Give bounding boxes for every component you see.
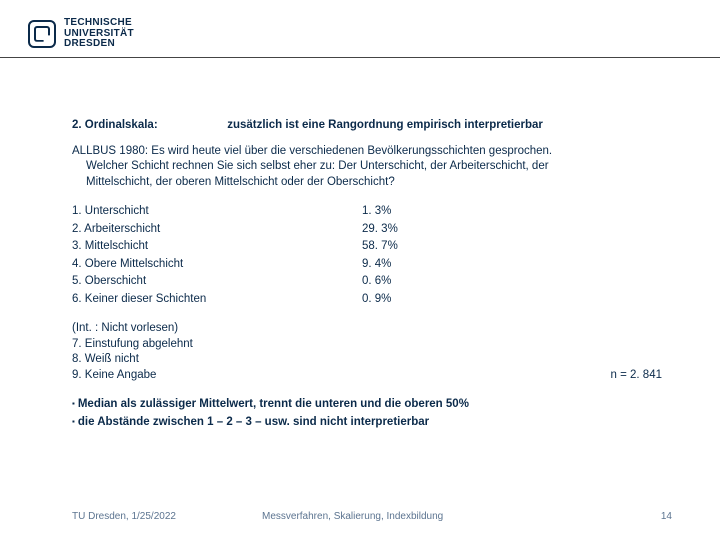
title-label: 2. Ordinalskala: (72, 118, 224, 134)
body-line-1: ALLBUS 1980: Es wird heute viel über die… (72, 145, 552, 157)
bullet-list: ▪Median als zulässiger Mittelwert, trenn… (72, 397, 672, 430)
note-line: 8. Weiß nicht (72, 352, 672, 368)
survey-label: 4. Obere Mittelschicht (72, 257, 362, 273)
note-line: (Int. : Nicht vorlesen) (72, 321, 672, 337)
page-number: 14 (661, 511, 672, 522)
bullet-icon: ▪ (72, 399, 75, 408)
question-text: ALLBUS 1980: Es wird heute viel über die… (72, 144, 672, 191)
note-row-with-n: 9. Keine Angabe n = 2. 841 (72, 368, 672, 384)
bullet-text: Median als zulässiger Mittelwert, trennt… (78, 398, 469, 410)
survey-label: 1. Unterschicht (72, 204, 362, 220)
slide-content: 2. Ordinalskala: zusätzlich ist eine Ran… (72, 118, 672, 432)
survey-value: 58. 7% (362, 239, 482, 255)
slide-footer: TU Dresden, 1/25/2022 Messverfahren, Ska… (72, 511, 672, 522)
title-description: zusätzlich ist eine Rangordnung empirisc… (227, 119, 543, 131)
sample-size: n = 2. 841 (362, 368, 672, 384)
survey-label: 6. Keiner dieser Schichten (72, 292, 362, 308)
survey-value: 1. 3% (362, 204, 482, 220)
logo-mark-icon (28, 20, 56, 48)
survey-label: 3. Mittelschicht (72, 239, 362, 255)
footer-left: TU Dresden, 1/25/2022 (72, 511, 176, 522)
survey-value: 29. 3% (362, 222, 482, 238)
header-divider (0, 57, 720, 58)
survey-value: 0. 6% (362, 274, 482, 290)
survey-label: 2. Arbeiterschicht (72, 222, 362, 238)
footer-middle: Messverfahren, Skalierung, Indexbildung (262, 511, 443, 522)
body-line-2: Welcher Schicht rechnen Sie sich selbst … (72, 159, 672, 175)
logo: TECHNISCHE UNIVERSITÄT DRESDEN (28, 18, 134, 50)
section-title: 2. Ordinalskala: zusätzlich ist eine Ran… (72, 118, 672, 134)
bullet-item: ▪Median als zulässiger Mittelwert, trenn… (72, 397, 672, 413)
bullet-item: ▪die Abstände zwischen 1 – 2 – 3 – usw. … (72, 415, 672, 431)
bullet-icon: ▪ (72, 417, 75, 426)
body-line-3: Mittelschicht, der oberen Mittelschicht … (72, 175, 672, 191)
bullet-text: die Abstände zwischen 1 – 2 – 3 – usw. s… (78, 416, 429, 428)
interviewer-notes: (Int. : Nicht vorlesen) 7. Einstufung ab… (72, 321, 672, 383)
logo-line-3: DRESDEN (64, 39, 134, 50)
survey-label: 5. Oberschicht (72, 274, 362, 290)
survey-value: 9. 4% (362, 257, 482, 273)
survey-table: 1. Unterschicht 1. 3% 2. Arbeiterschicht… (72, 204, 672, 307)
survey-value: 0. 9% (362, 292, 482, 308)
logo-text: TECHNISCHE UNIVERSITÄT DRESDEN (64, 18, 134, 50)
logo-line-1: TECHNISCHE (64, 18, 134, 29)
note-line: 7. Einstufung abgelehnt (72, 337, 672, 353)
note-line: 9. Keine Angabe (72, 368, 362, 384)
